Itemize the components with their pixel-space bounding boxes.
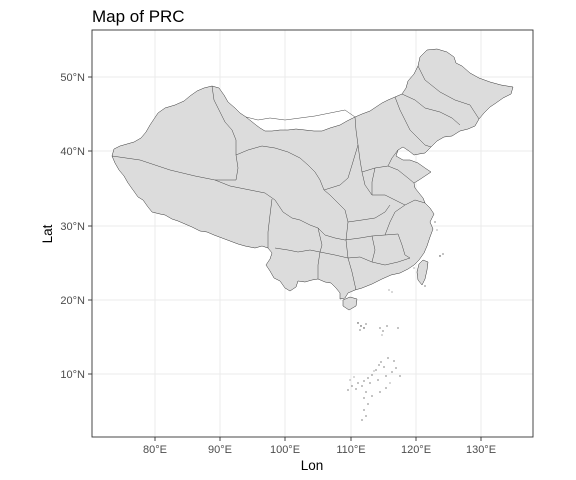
map-panel xyxy=(91,29,534,438)
border-heilongjiang xyxy=(417,65,480,120)
border-xinjiang-south xyxy=(111,155,236,181)
x-axis-title: Lon xyxy=(301,458,324,473)
south-china-sea-islands xyxy=(347,322,401,421)
border-henan-hubei xyxy=(347,204,391,223)
border-xinjiang-east xyxy=(211,85,237,155)
border-hunan-jiangxi xyxy=(371,235,376,263)
border-shandong-hebei xyxy=(361,165,415,184)
x-tick-label: 130°E xyxy=(466,444,496,456)
border-guizhou xyxy=(319,251,361,259)
map-title: Map of PRC xyxy=(92,7,185,26)
border-tibet-qinghai xyxy=(214,179,293,219)
border-shaanxi-innermongolia xyxy=(323,144,359,191)
mainland-china xyxy=(111,48,514,300)
border-henan-shandong xyxy=(371,167,376,195)
border-beijing-tianjin xyxy=(387,149,399,167)
border-tibet-sichuan xyxy=(267,198,273,248)
border-innermongolia-south xyxy=(245,109,356,121)
y-axis: 50°N 40°N 30°N 20°N 10°N xyxy=(60,72,92,381)
x-tick-label: 100°E xyxy=(270,444,300,456)
border-qinghai-west xyxy=(235,154,239,181)
border-yunnan-sichuan xyxy=(274,247,321,253)
coastal-islands xyxy=(388,221,444,293)
y-tick-label: 50°N xyxy=(60,72,85,84)
y-tick-label: 40°N xyxy=(60,146,85,158)
border-guangdong-north xyxy=(359,256,411,266)
x-tick-label: 120°E xyxy=(401,444,431,456)
hainan-island xyxy=(342,296,358,311)
border-anhui-zhejiang xyxy=(384,199,426,236)
province-borders xyxy=(111,65,480,291)
x-axis: 80°E 90°E 100°E 110°E 120°E 130°E xyxy=(143,437,496,456)
x-tick-label: 110°E xyxy=(336,444,365,456)
y-axis-title: Lat xyxy=(40,224,55,243)
y-tick-label: 10°N xyxy=(60,369,85,381)
panel-border xyxy=(91,29,534,438)
border-gansu-north xyxy=(235,145,301,159)
x-tick-label: 90°E xyxy=(208,444,232,456)
y-tick-label: 30°N xyxy=(60,221,85,233)
taiwan-island xyxy=(416,259,429,286)
border-gansu-ningxia xyxy=(299,157,336,201)
border-jiangxi-fujian xyxy=(397,233,411,259)
y-tick-label: 20°N xyxy=(60,295,85,307)
border-liaoning-north xyxy=(394,96,432,148)
x-tick-label: 80°E xyxy=(143,444,167,456)
border-shanxi-hebei xyxy=(354,116,406,206)
border-jilin xyxy=(401,93,461,126)
